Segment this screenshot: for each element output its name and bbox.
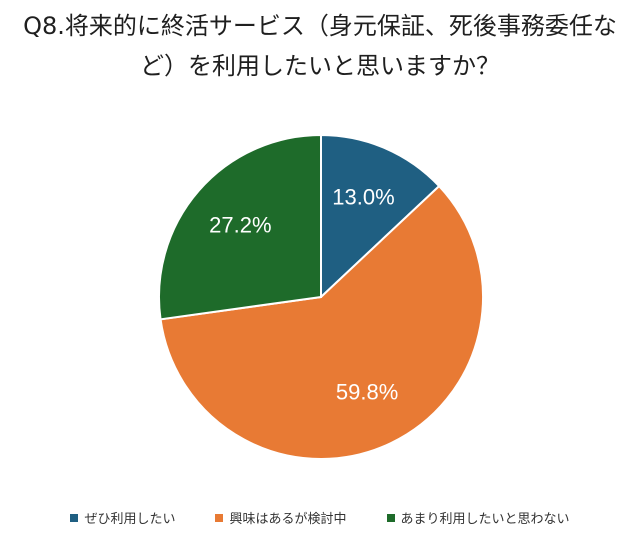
legend-swatch-1 — [215, 513, 224, 522]
legend-label-1: 興味はあるが検討中 — [229, 512, 347, 527]
pie-data-label-0: 13.0% — [332, 185, 394, 210]
pie-data-label-1: 59.8% — [336, 379, 398, 404]
legend-label-0: ぜひ利用したい — [84, 512, 176, 527]
chart-title-line-2: ど）を利用したいと思いますか？ — [140, 52, 500, 80]
chart-title: Q8.将来的に終活サービス（身元保証、死後事務委任な ど）を利用したいと思います… — [0, 6, 640, 86]
legend-label-2: あまり利用したいと思わない — [400, 512, 570, 527]
pie-data-label-2: 27.2% — [209, 213, 271, 238]
legend-item-0: ぜひ利用したい — [70, 508, 175, 527]
pie-slice-1 — [159, 184, 484, 460]
legend-swatch-0 — [70, 513, 79, 522]
legend-item-2: あまり利用したいと思わない — [386, 508, 570, 527]
chart-title-line-1: Q8.将来的に終活サービス（身元保証、死後事務委任な — [23, 12, 617, 40]
chart-legend: ぜひ利用したい 興味はあるが検討中 あまり利用したいと思わない — [0, 508, 640, 527]
pie-slice-0 — [320, 133, 441, 300]
legend-swatch-2 — [386, 513, 395, 522]
pie-data-labels: 13.0% 59.8% 27.2% — [209, 185, 398, 405]
pie-slices — [158, 133, 484, 460]
pie-slice-2 — [158, 133, 322, 321]
legend-item-1: 興味はあるが検討中 — [215, 508, 347, 527]
